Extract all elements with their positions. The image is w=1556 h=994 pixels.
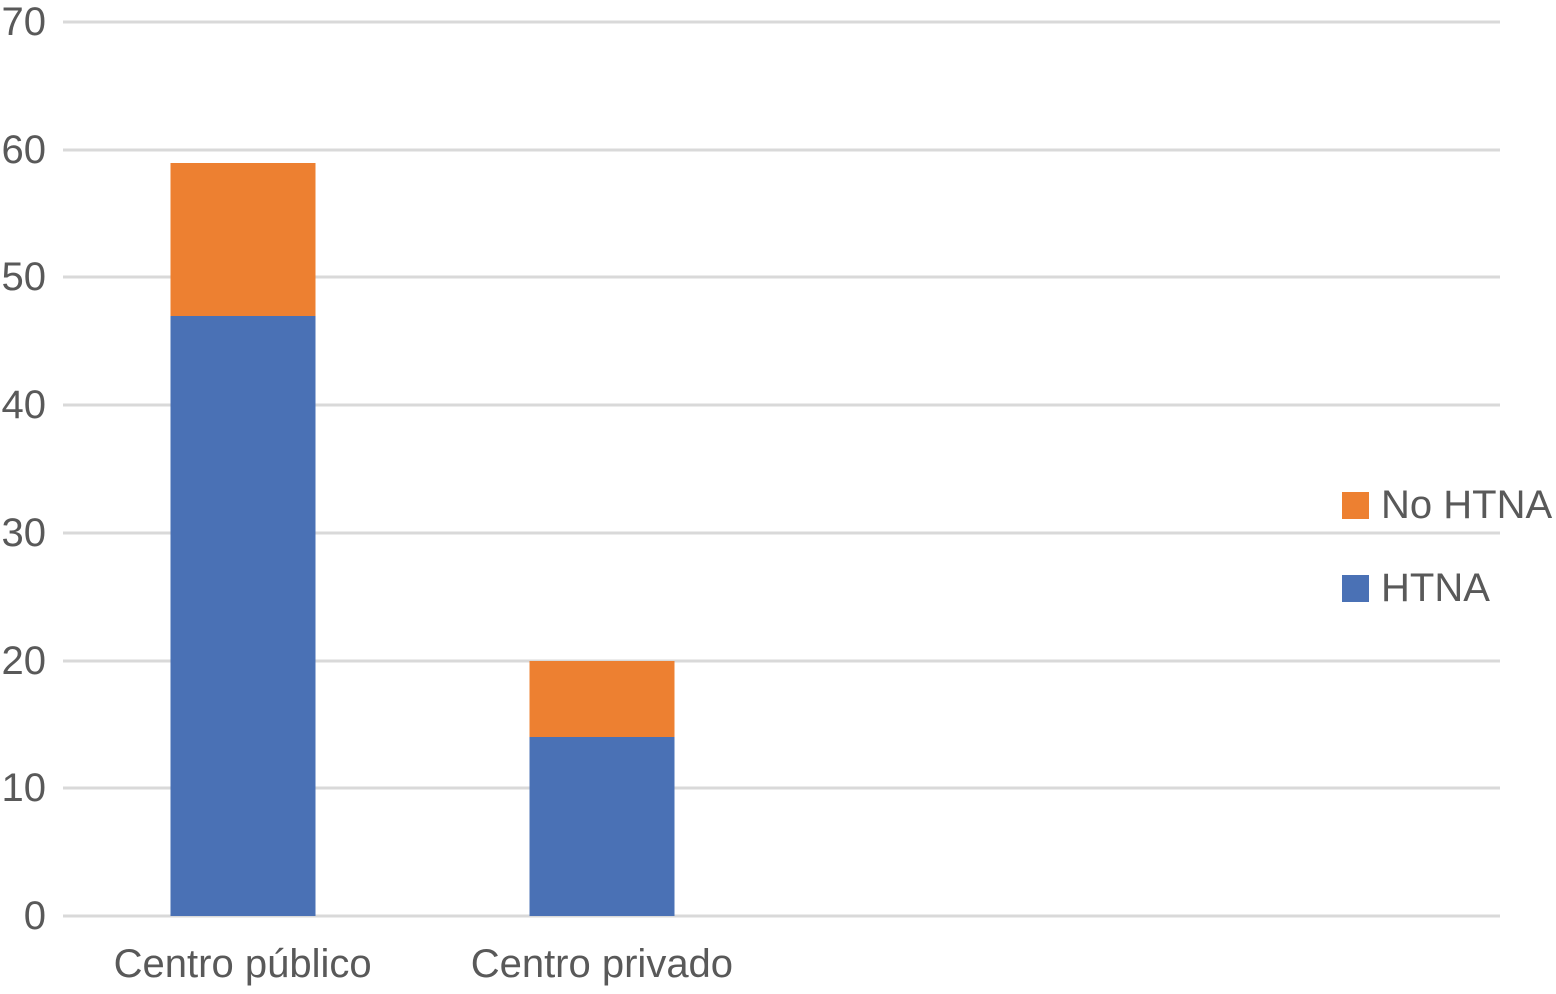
gridline-y-30 [63,531,1500,535]
legend-item-no-htna: No HTNA [1342,477,1552,533]
gridline-y-70 [63,20,1500,24]
x-axis: Centro público Centro privado [63,936,1500,992]
legend: No HTNA HTNA [1342,477,1552,616]
bar-segment-centro-p-blico-no-htna [170,162,316,316]
legend-label-no-htna: No HTNA [1381,482,1553,527]
plot-area [63,20,1500,918]
legend-swatch-htna [1342,574,1369,602]
bar-centro-privado [529,22,675,916]
gridline-y-20 [63,659,1500,663]
legend-swatch-no-htna [1342,491,1369,519]
y-tick-label-70: 70 [1,0,47,44]
bar-centro-p-blico [170,22,316,916]
gridline-y-50 [63,275,1500,279]
y-tick-label-40: 40 [1,383,47,428]
gridline-y-60 [63,148,1500,152]
y-tick-label-20: 20 [1,638,47,683]
y-tick-label-60: 60 [1,127,47,172]
gridline-y-0 [63,914,1500,918]
legend-label-htna: HTNA [1381,565,1490,610]
bar-segment-centro-privado-htna [529,737,675,916]
gridline-y-40 [63,403,1500,407]
y-tick-label-50: 50 [1,255,47,300]
y-tick-label-0: 0 [23,894,46,938]
y-axis: 0 10 20 30 40 50 60 70 [0,2,47,936]
bar-segment-centro-p-blico-htna [170,315,316,916]
x-category-label-centro-privado: Centro privado [470,942,734,986]
y-tick-label-10: 10 [1,766,47,811]
bar-segment-centro-privado-no-htna [529,660,675,738]
y-tick-label-30: 30 [1,510,47,555]
gridline-y-10 [63,786,1500,790]
legend-item-htna: HTNA [1342,560,1552,616]
x-category-label-centro-p-blico: Centro público [113,942,372,986]
